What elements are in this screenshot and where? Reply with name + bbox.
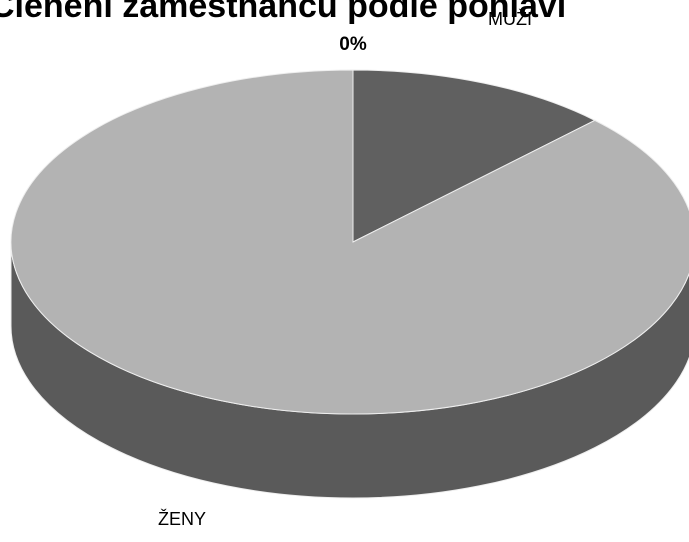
slice-label: MUŽI: [488, 9, 532, 29]
chart-title: Členění zaměstnanců podle pohlaví: [0, 0, 568, 25]
pie-slice: [10, 69, 689, 415]
annotation: 0%: [339, 34, 367, 55]
pie-slice: [352, 69, 596, 243]
slice-label: ŽENY: [158, 509, 206, 529]
